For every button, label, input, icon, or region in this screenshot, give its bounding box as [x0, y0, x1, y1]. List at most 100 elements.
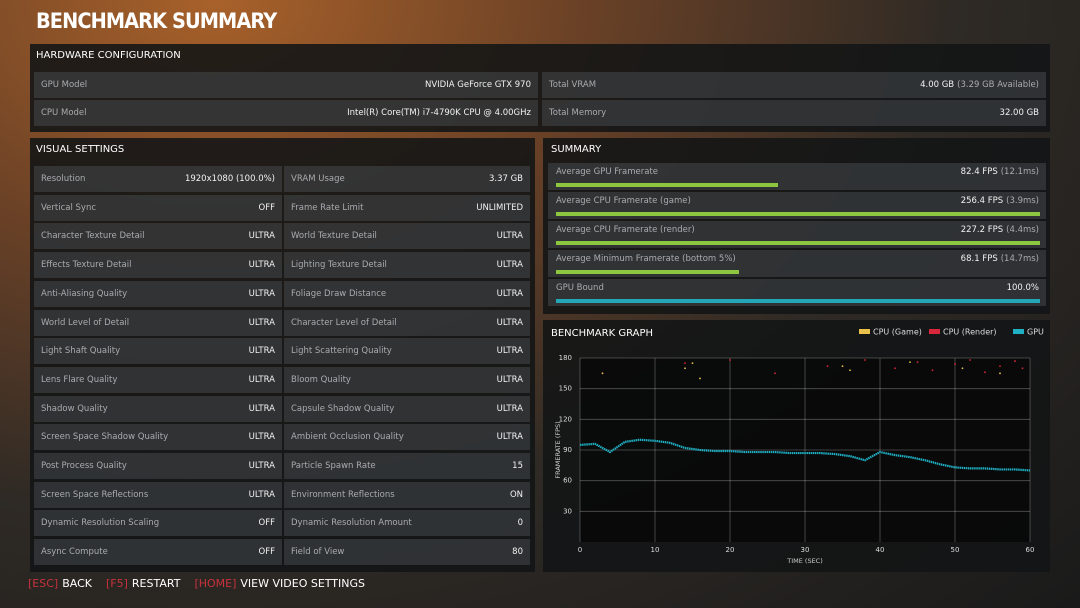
row-value: 256.4 FPS (3.9ms)	[961, 196, 1039, 206]
chart-title: BENCHMARK GRAPH	[551, 328, 653, 339]
plot-background	[580, 358, 1030, 542]
series-point	[841, 365, 844, 368]
y-tick-label: 120	[559, 415, 572, 423]
series-point	[931, 369, 934, 372]
value-text: ULTRA	[496, 260, 523, 271]
row-label: Screen Space Shadow Quality	[41, 432, 169, 443]
row-value: ULTRA	[249, 396, 275, 422]
row-label: GPU Model	[41, 80, 88, 90]
footer-action[interactable]: [HOME] VIEW VIDEO SETTINGS	[194, 577, 365, 590]
footer: [ESC] BACK [F5] RESTART [HOME] VIEW VIDEO SET…	[28, 577, 365, 590]
row-value: ULTRA	[497, 424, 523, 450]
setting-row: Lens Flare Quality ULTRA	[34, 366, 282, 393]
setting-row: Ambient Occlusion Quality ULTRA	[284, 424, 530, 451]
row-label: Lighting Texture Detail	[291, 260, 387, 271]
row-value: ULTRA	[249, 281, 275, 307]
series-point	[1021, 367, 1024, 370]
value-text: ON	[509, 489, 523, 500]
setting-row: Resolution 1920x1080 (100.0%)	[34, 166, 282, 192]
setting-row: VRAM Usage 3.37 GB	[284, 166, 530, 192]
value-detail: (3.9ms)	[1006, 196, 1039, 206]
setting-row: Dynamic Resolution Amount 0	[284, 510, 530, 537]
footer-action[interactable]: [F5] RESTART	[106, 577, 180, 590]
setting-row: Bloom Quality ULTRA	[284, 366, 530, 393]
panel-title: SUMMARY	[551, 144, 602, 155]
series-point	[961, 367, 964, 370]
x-axis-label: TIME (SEC)	[786, 557, 823, 565]
row-label: Ambient Occlusion Quality	[291, 432, 404, 443]
row-value: ULTRA	[497, 367, 523, 393]
series-point	[916, 361, 919, 363]
series-point	[729, 359, 731, 361]
panel-title: VISUAL SETTINGS	[36, 144, 125, 155]
value-text: ULTRA	[248, 231, 275, 242]
row-value: 80	[512, 539, 523, 565]
bar-track	[556, 241, 1040, 245]
x-tick-label: 50	[951, 546, 960, 554]
key-hint: [ESC]	[28, 577, 59, 590]
row-label: Average CPU Framerate (game)	[556, 196, 691, 206]
footer-action[interactable]: [ESC] BACK	[28, 577, 92, 590]
value-text: Intel(R) Core(TM) i7-4790K CPU @ 4.00GHz	[347, 108, 531, 118]
bar-track	[556, 299, 1040, 303]
row-label: Foliage Draw Distance	[291, 288, 387, 299]
value-text: 0	[517, 518, 523, 529]
row-label: Light Shaft Quality	[41, 346, 121, 357]
value-text: ULTRA	[496, 288, 523, 299]
setting-row: Total Memory 32.00 GB	[542, 100, 1046, 126]
value-text: 4.00 GB	[920, 80, 955, 90]
series-point	[999, 365, 1001, 368]
setting-row: Effects Texture Detail ULTRA	[34, 252, 282, 279]
value-text: 256.4 FPS	[960, 196, 1004, 206]
x-tick-label: 0	[578, 546, 582, 554]
row-value: 3.37 GB	[489, 166, 523, 192]
legend-swatch	[859, 329, 870, 334]
value-text: ULTRA	[496, 346, 523, 357]
row-label: VRAM Usage	[291, 174, 345, 184]
setting-row: Screen Space Reflections ULTRA	[34, 481, 282, 508]
value-text: NVIDIA GeForce GTX 970	[425, 80, 531, 90]
setting-row: Vertical Sync OFF	[34, 194, 282, 221]
series-point	[909, 361, 911, 363]
value-detail: (12.1ms)	[1000, 167, 1039, 177]
summary-row: Average Minimum Framerate (bottom 5%) 68.…	[548, 250, 1046, 277]
row-value: ULTRA	[497, 310, 523, 336]
setting-row: GPU Model NVIDIA GeForce GTX 970	[34, 72, 538, 98]
setting-row: Character Texture Detail ULTRA	[34, 223, 282, 250]
row-value: 4.00 GB (3.29 GB Available)	[920, 72, 1039, 98]
row-label: Post Process Quality	[41, 461, 127, 471]
row-value: ULTRA	[497, 281, 523, 307]
series-point	[849, 369, 851, 372]
series-point	[894, 367, 896, 370]
row-value: 0	[518, 510, 523, 536]
setting-row: World Level of Detail ULTRA	[34, 309, 282, 336]
row-label: Average CPU Framerate (render)	[556, 225, 695, 235]
graph-panel: BENCHMARK GRAPH 30 60 90 120 150 180 0 10 20 30 40 5…	[543, 320, 1050, 572]
row-label: Dynamic Resolution Amount	[291, 518, 412, 529]
row-label: Total VRAM	[549, 80, 597, 90]
row-value: ULTRA	[497, 338, 523, 364]
summary-bar	[556, 241, 1040, 245]
row-value: ULTRA	[497, 223, 523, 249]
value-text: ULTRA	[496, 403, 523, 414]
setting-row: Async Compute OFF	[34, 539, 282, 566]
row-value: UNLIMITED	[476, 195, 523, 221]
value-text: ULTRA	[248, 461, 275, 471]
setting-row: Foliage Draw Distance ULTRA	[284, 280, 530, 307]
key-hint: [HOME]	[194, 577, 237, 590]
row-value: 100.0%	[1007, 283, 1039, 293]
setting-row: Character Level of Detail ULTRA	[284, 309, 530, 336]
value-detail: (14.7ms)	[1000, 254, 1039, 264]
row-value: NVIDIA GeForce GTX 970	[425, 72, 531, 98]
row-label: Capsule Shadow Quality	[291, 403, 395, 414]
y-tick-label: 90	[563, 446, 572, 454]
page-title: BENCHMARK SUMMARY	[36, 9, 277, 33]
row-label: Effects Texture Detail	[41, 260, 132, 271]
visual-settings-panel: VISUAL SETTINGS Resolution 1920x1080 (100.…	[30, 138, 535, 572]
y-tick-label: 180	[559, 354, 572, 362]
row-value: 227.2 FPS (4.4ms)	[961, 225, 1039, 235]
series-point	[984, 371, 986, 374]
row-value: ULTRA	[249, 310, 275, 336]
value-text: ULTRA	[496, 374, 523, 385]
